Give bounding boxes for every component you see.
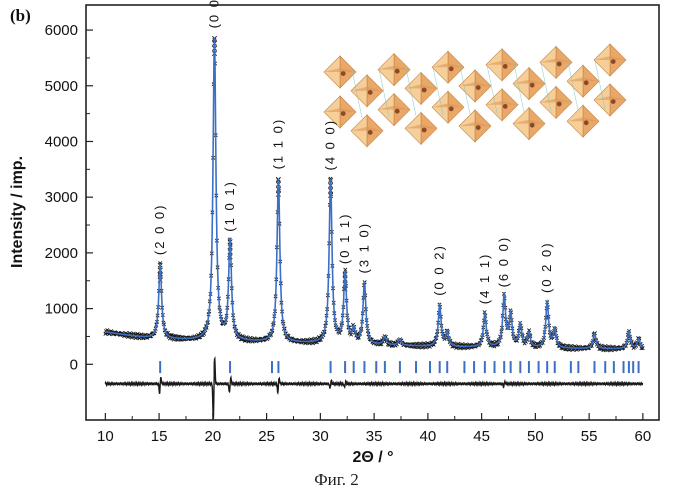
hkl-label: (0 0 1) [207, 0, 222, 28]
hkl-label: (6 0 0) [496, 236, 511, 288]
octahedron [350, 114, 384, 148]
x-tick-label: 60 [635, 428, 652, 445]
x-tick-label: 45 [473, 428, 490, 445]
hkl-label: (0 1 1) [337, 213, 352, 265]
x-tick-label: 20 [205, 428, 222, 445]
y-tick-label: 6000 [45, 22, 78, 39]
octahedron [377, 92, 411, 127]
bond-line [432, 66, 444, 116]
x-tick-label: 35 [366, 428, 383, 445]
bond-line [567, 61, 579, 111]
data-series [103, 35, 645, 420]
octahedron [350, 74, 384, 108]
x-tick-label: 50 [527, 428, 544, 445]
octahedron [323, 95, 357, 129]
y-axis-title: Intensity / imp. [9, 156, 26, 268]
y-tick-label: 2000 [45, 245, 78, 262]
bond-line [459, 65, 471, 115]
figure-caption: Фиг. 2 [314, 470, 359, 489]
x-tick-label: 55 [581, 428, 598, 445]
octahedron [323, 55, 357, 89]
octahedron [404, 71, 438, 106]
axis-ticks: 10 15 20 25 30 35 40 45 50 55 60 0 1000 2000 3000 4000 5… [45, 22, 652, 445]
bond-line [378, 68, 390, 118]
crystal-structure-inset [323, 43, 627, 148]
octahedron [485, 88, 519, 122]
hkl-label: (3 1 0) [356, 222, 371, 274]
octahedron [404, 111, 438, 146]
octahedron [593, 43, 627, 77]
y-tick-label: 1000 [45, 301, 78, 318]
calculated-series [105, 37, 644, 350]
x-axis-title: 2Θ / ° [352, 449, 393, 466]
x-tick-label: 25 [258, 428, 275, 445]
panel-label: (b) [10, 6, 31, 25]
hkl-label: (4 0 0) [323, 119, 338, 171]
octahedron [539, 85, 573, 120]
x-tick-label: 30 [312, 428, 329, 445]
hkl-label: (2 0 0) [152, 204, 167, 256]
bond-line [594, 60, 606, 110]
bond-line [351, 69, 363, 119]
bond-line [486, 64, 498, 114]
x-tick-label: 15 [151, 428, 168, 445]
octahedron [458, 109, 492, 143]
octahedron [512, 66, 546, 101]
bond-line [405, 67, 417, 117]
y-tick-label: 4000 [45, 133, 78, 150]
octahedron [458, 69, 492, 103]
hkl-label: (0 0 2) [432, 244, 447, 296]
octahedron [566, 64, 600, 98]
hkl-label: (4 1 1) [477, 253, 492, 305]
octahedron [593, 83, 627, 117]
x-tick-label: 10 [97, 428, 114, 445]
octahedron [485, 48, 519, 82]
hkl-label: (1 1 0) [270, 118, 285, 170]
hkl-label: (0 2 0) [539, 241, 554, 293]
difference-series [104, 356, 644, 420]
xrd-chart: (b) 10 15 20 25 30 35 40 45 50 55 60 0 1000 2000 3000 4… [9, 0, 660, 466]
bond-line [513, 63, 525, 113]
octahedron [431, 90, 465, 124]
octahedron [512, 106, 546, 141]
y-tick-label: 0 [70, 356, 78, 373]
octahedron [566, 104, 600, 138]
hkl-labels: (2 0 0) (0 0 1) (1 0 1) (1 1 0) (4 0 0) (0 1 … [152, 0, 554, 304]
y-tick-label: 3000 [45, 189, 78, 206]
plot-frame [85, 4, 660, 421]
octahedron [377, 52, 411, 87]
bond-line [540, 62, 552, 112]
octahedron [431, 50, 465, 84]
y-tick-label: 5000 [45, 78, 78, 95]
octahedron [539, 45, 573, 80]
x-tick-label: 40 [420, 428, 437, 445]
hkl-label: (1 0 1) [222, 180, 237, 232]
